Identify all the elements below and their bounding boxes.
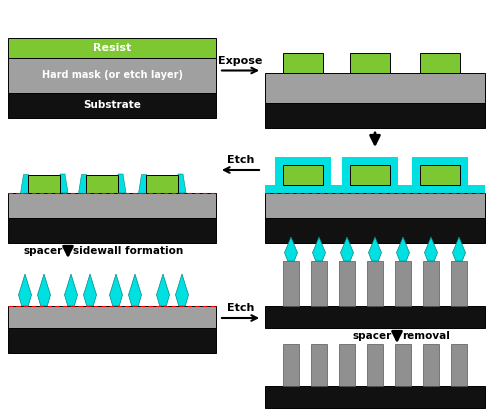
Bar [451, 261, 467, 306]
Text: Etch: Etch [227, 303, 254, 313]
Polygon shape [396, 237, 410, 261]
Polygon shape [20, 174, 28, 193]
Polygon shape [60, 174, 68, 193]
Polygon shape [284, 237, 297, 261]
Bar [28, 175, 60, 193]
Bar [342, 157, 398, 165]
Bar [265, 306, 485, 328]
Bar [350, 165, 390, 185]
Polygon shape [78, 174, 86, 193]
Text: removal: removal [402, 331, 450, 341]
Polygon shape [156, 274, 170, 306]
Polygon shape [341, 237, 353, 261]
Text: spacer: spacer [353, 331, 392, 341]
Bar [420, 53, 460, 73]
Polygon shape [109, 274, 122, 306]
Polygon shape [453, 237, 465, 261]
Bar [275, 157, 331, 165]
Bar [283, 53, 323, 73]
Polygon shape [176, 274, 188, 306]
Bar [423, 261, 439, 306]
Bar [420, 165, 460, 185]
Bar [265, 185, 485, 193]
Polygon shape [178, 174, 186, 193]
Bar [265, 218, 485, 243]
Bar [451, 344, 467, 386]
Polygon shape [424, 237, 437, 261]
Bar [265, 386, 485, 408]
Bar [283, 344, 299, 386]
Bar [275, 157, 283, 185]
Polygon shape [313, 237, 325, 261]
Polygon shape [138, 174, 146, 193]
Bar [412, 157, 468, 165]
Bar [8, 58, 216, 93]
Text: Expose: Expose [218, 55, 263, 66]
Bar [8, 328, 216, 353]
Bar [8, 38, 216, 58]
Bar [323, 157, 331, 185]
Bar [283, 261, 299, 306]
Polygon shape [129, 274, 141, 306]
Text: Substrate: Substrate [83, 100, 141, 111]
Bar [367, 344, 383, 386]
Bar [395, 261, 411, 306]
Bar [8, 218, 216, 243]
Polygon shape [368, 237, 382, 261]
Text: Hard mask (or etch layer): Hard mask (or etch layer) [41, 71, 182, 81]
Bar [265, 103, 485, 128]
Bar [350, 53, 390, 73]
Bar [311, 261, 327, 306]
Text: spacer: spacer [24, 246, 63, 256]
Polygon shape [37, 274, 50, 306]
Polygon shape [65, 274, 77, 306]
Bar [423, 344, 439, 386]
Bar [146, 175, 178, 193]
Bar [460, 157, 468, 185]
Polygon shape [83, 274, 97, 306]
Bar [390, 157, 398, 185]
Bar [311, 344, 327, 386]
Polygon shape [19, 274, 32, 306]
Bar [8, 193, 216, 218]
Bar [8, 306, 216, 328]
Bar [339, 344, 355, 386]
Bar [367, 261, 383, 306]
Bar [265, 193, 485, 218]
Bar [8, 93, 216, 118]
Bar [283, 165, 323, 185]
Text: Resist: Resist [93, 43, 131, 53]
Polygon shape [118, 174, 126, 193]
Bar [412, 157, 420, 185]
Text: Etch: Etch [227, 155, 254, 165]
Bar [395, 344, 411, 386]
Bar [86, 175, 118, 193]
Text: sidewall formation: sidewall formation [73, 246, 183, 256]
Bar [265, 73, 485, 103]
Bar [339, 261, 355, 306]
Bar [342, 157, 350, 185]
